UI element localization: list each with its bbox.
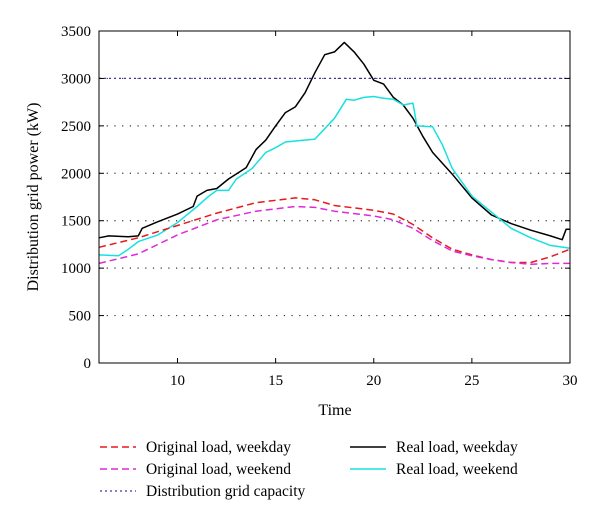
y-tick-label: 2500 (61, 119, 91, 135)
series-line-real-load-weekend (98, 95, 571, 257)
legend-label: Real load, weekday (396, 439, 518, 456)
x-tick-label: 20 (366, 373, 381, 389)
series-line-real-load-weekday (98, 41, 570, 241)
series-line-original-load-weekday (98, 197, 571, 264)
legend-label: Distribution grid capacity (146, 483, 306, 500)
gridlines (99, 77, 570, 317)
legend-label: Real load, weekend (396, 461, 518, 478)
series-lines (98, 41, 571, 266)
legend-label: Original load, weekday (146, 439, 291, 456)
x-tick-label: 30 (563, 373, 578, 389)
y-tick-label: 3000 (61, 71, 91, 87)
x-axis-title: Time (318, 402, 351, 419)
axis-ticks: 0 500 1000 1500 2000 2500 3000 3500 10 15 20 25 30 (61, 24, 578, 389)
x-tick-label: 25 (464, 373, 479, 389)
y-tick-label: 1000 (61, 261, 91, 277)
y-axis-title: Distribution grid power (kW) (25, 103, 42, 292)
y-tick-label: 3500 (61, 24, 91, 40)
series-line-original-load-weekend (98, 205, 570, 266)
plot-area-frame (98, 30, 571, 364)
y-tick-label: 1500 (61, 214, 91, 230)
y-tick-label: 2000 (61, 166, 91, 182)
legend-label: Original load, weekend (146, 461, 291, 478)
legend: Original load, weekday Original load, wee… (100, 439, 518, 500)
y-tick-label: 500 (69, 309, 92, 325)
y-tick-label: 0 (84, 356, 92, 372)
x-tick-label: 15 (268, 373, 283, 389)
x-tick-label: 10 (170, 373, 185, 389)
